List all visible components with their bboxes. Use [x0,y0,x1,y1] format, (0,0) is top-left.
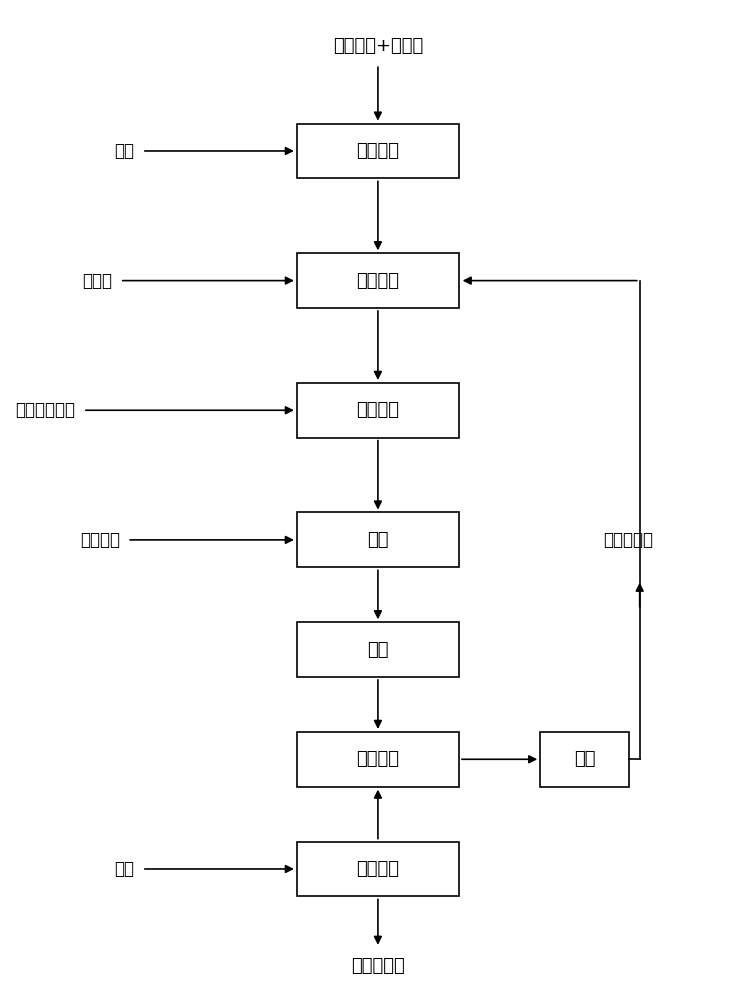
FancyBboxPatch shape [297,253,459,308]
Text: 缩合反应: 缩合反应 [356,401,399,419]
FancyBboxPatch shape [297,512,459,567]
Text: 甘氨酸: 甘氨酸 [82,272,112,290]
Text: 甲醇: 甲醇 [114,142,135,160]
Text: 酸化: 酸化 [367,531,389,549]
FancyBboxPatch shape [297,622,459,677]
Text: 草甘膦成品: 草甘膦成品 [351,957,405,975]
Text: 解聚反应: 解聚反应 [356,142,399,160]
FancyBboxPatch shape [297,124,459,178]
Text: 洗涤: 洗涤 [574,750,595,768]
Text: 强酸和水: 强酸和水 [80,531,120,549]
Text: 盐酸: 盐酸 [114,860,135,878]
Text: 回收甘氨酸: 回收甘氨酸 [604,531,654,549]
Text: 多聚甲醛+三乙胺: 多聚甲醛+三乙胺 [333,37,423,55]
FancyBboxPatch shape [297,732,459,787]
Text: 亚磷酸二甲酯: 亚磷酸二甲酯 [16,401,76,419]
Text: 水解反应: 水解反应 [356,860,399,878]
FancyBboxPatch shape [540,732,628,787]
Text: 固液分离: 固液分离 [356,750,399,768]
Text: 加成反应: 加成反应 [356,272,399,290]
FancyBboxPatch shape [297,383,459,438]
Text: 醇析: 醇析 [367,641,389,659]
FancyBboxPatch shape [297,842,459,896]
